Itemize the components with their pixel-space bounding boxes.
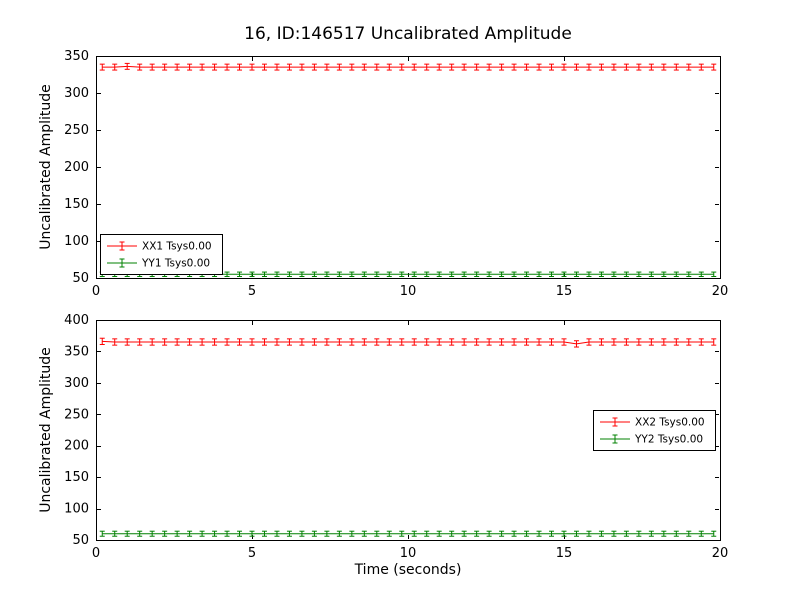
svg-text:0: 0 bbox=[92, 546, 100, 561]
svg-text:15: 15 bbox=[556, 284, 573, 299]
svg-text:300: 300 bbox=[64, 376, 89, 391]
svg-text:350: 350 bbox=[64, 344, 89, 359]
svg-text:250: 250 bbox=[64, 407, 89, 422]
svg-text:50: 50 bbox=[72, 271, 89, 286]
svg-text:XX2 Tsys0.00: XX2 Tsys0.00 bbox=[635, 417, 705, 429]
svg-text:200: 200 bbox=[64, 160, 89, 175]
svg-text:20: 20 bbox=[712, 284, 729, 299]
x-axis-label: Time (seconds) bbox=[354, 562, 462, 578]
svg-text:150: 150 bbox=[64, 197, 89, 212]
svg-text:300: 300 bbox=[64, 86, 89, 101]
svg-text:YY1 Tsys0.00: YY1 Tsys0.00 bbox=[141, 258, 210, 270]
svg-text:15: 15 bbox=[556, 546, 573, 561]
svg-text:5: 5 bbox=[248, 284, 256, 299]
svg-text:0: 0 bbox=[92, 284, 100, 299]
svg-text:250: 250 bbox=[64, 123, 89, 138]
svg-text:100: 100 bbox=[64, 234, 89, 249]
svg-text:50: 50 bbox=[72, 533, 89, 548]
svg-text:350: 350 bbox=[64, 49, 89, 64]
chart-title: 16, ID:146517 Uncalibrated Amplitude bbox=[244, 24, 572, 44]
svg-text:20: 20 bbox=[712, 546, 729, 561]
svg-text:150: 150 bbox=[64, 470, 89, 485]
svg-text:400: 400 bbox=[64, 313, 89, 328]
svg-text:10: 10 bbox=[400, 546, 417, 561]
svg-text:200: 200 bbox=[64, 439, 89, 454]
svg-text:10: 10 bbox=[400, 284, 417, 299]
svg-text:XX1 Tsys0.00: XX1 Tsys0.00 bbox=[142, 241, 212, 253]
svg-text:100: 100 bbox=[64, 502, 89, 517]
svg-text:YY2 Tsys0.00: YY2 Tsys0.00 bbox=[634, 434, 703, 446]
svg-text:5: 5 bbox=[248, 546, 256, 561]
